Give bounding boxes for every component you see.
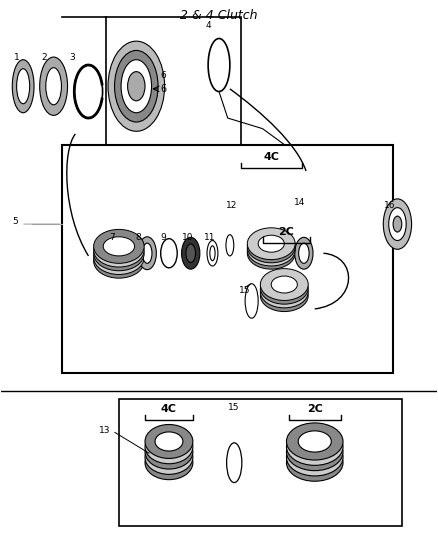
Ellipse shape: [258, 238, 284, 255]
Text: 3: 3: [69, 53, 74, 62]
Text: 13: 13: [99, 426, 111, 435]
Ellipse shape: [127, 71, 145, 101]
Ellipse shape: [260, 269, 308, 301]
FancyBboxPatch shape: [119, 399, 402, 526]
Text: 1: 1: [14, 53, 19, 62]
FancyBboxPatch shape: [106, 17, 241, 144]
Ellipse shape: [145, 435, 193, 469]
Text: 4C: 4C: [263, 152, 279, 163]
Ellipse shape: [298, 452, 331, 473]
Ellipse shape: [138, 237, 156, 270]
Ellipse shape: [94, 229, 144, 263]
Ellipse shape: [145, 424, 193, 458]
Ellipse shape: [103, 240, 134, 260]
Text: 7: 7: [110, 233, 115, 242]
Ellipse shape: [271, 284, 297, 301]
Ellipse shape: [155, 448, 183, 467]
Ellipse shape: [295, 237, 313, 269]
Ellipse shape: [155, 437, 183, 456]
Text: 2C: 2C: [279, 227, 294, 237]
Ellipse shape: [94, 237, 144, 271]
Ellipse shape: [286, 444, 343, 481]
Ellipse shape: [286, 428, 343, 465]
Ellipse shape: [247, 228, 295, 260]
Ellipse shape: [182, 237, 200, 269]
Text: 4C: 4C: [161, 405, 177, 414]
Ellipse shape: [145, 446, 193, 480]
Ellipse shape: [121, 60, 152, 113]
Ellipse shape: [393, 216, 402, 232]
Ellipse shape: [142, 243, 152, 263]
Text: 4: 4: [205, 21, 211, 30]
Ellipse shape: [155, 432, 183, 451]
Ellipse shape: [108, 41, 165, 131]
Ellipse shape: [271, 280, 297, 297]
Text: 15: 15: [228, 402, 239, 411]
Text: 10: 10: [182, 233, 194, 242]
Ellipse shape: [260, 280, 308, 312]
Ellipse shape: [94, 240, 144, 274]
Text: 2 & 4 Clutch: 2 & 4 Clutch: [180, 10, 258, 22]
Text: 16: 16: [385, 201, 396, 210]
Ellipse shape: [17, 69, 30, 104]
Ellipse shape: [389, 208, 406, 240]
Ellipse shape: [299, 243, 309, 263]
Ellipse shape: [155, 442, 183, 462]
Text: 2C: 2C: [307, 405, 323, 414]
Ellipse shape: [286, 423, 343, 460]
Ellipse shape: [271, 287, 297, 304]
Text: 9: 9: [160, 233, 166, 242]
Ellipse shape: [74, 65, 102, 118]
Ellipse shape: [103, 237, 134, 256]
Ellipse shape: [103, 244, 134, 263]
Ellipse shape: [103, 248, 134, 267]
Ellipse shape: [271, 276, 297, 293]
Ellipse shape: [298, 431, 331, 452]
Ellipse shape: [186, 244, 195, 263]
Ellipse shape: [115, 51, 158, 122]
Ellipse shape: [94, 233, 144, 267]
Text: 8: 8: [135, 233, 141, 242]
Ellipse shape: [258, 245, 284, 262]
Text: 15: 15: [239, 286, 250, 295]
Ellipse shape: [247, 234, 295, 266]
Ellipse shape: [298, 436, 331, 457]
Text: 14: 14: [294, 198, 305, 207]
Text: 5: 5: [12, 217, 18, 226]
Text: 11: 11: [204, 233, 215, 242]
Ellipse shape: [145, 440, 193, 474]
Ellipse shape: [247, 231, 295, 263]
Ellipse shape: [247, 237, 295, 269]
Ellipse shape: [46, 68, 61, 105]
Ellipse shape: [94, 244, 144, 278]
Ellipse shape: [298, 441, 331, 463]
Ellipse shape: [258, 235, 284, 252]
Text: 2: 2: [42, 53, 47, 62]
Text: 6: 6: [160, 71, 166, 80]
Ellipse shape: [260, 276, 308, 308]
Ellipse shape: [258, 241, 284, 259]
Ellipse shape: [298, 447, 331, 468]
Ellipse shape: [40, 57, 67, 115]
Ellipse shape: [155, 453, 183, 472]
Ellipse shape: [286, 439, 343, 476]
Ellipse shape: [383, 199, 412, 249]
Ellipse shape: [12, 60, 34, 113]
Ellipse shape: [103, 252, 134, 271]
Ellipse shape: [286, 433, 343, 471]
Text: 12: 12: [226, 201, 237, 210]
Text: 6: 6: [160, 84, 166, 93]
Ellipse shape: [260, 272, 308, 304]
Ellipse shape: [145, 430, 193, 464]
FancyBboxPatch shape: [62, 144, 393, 373]
